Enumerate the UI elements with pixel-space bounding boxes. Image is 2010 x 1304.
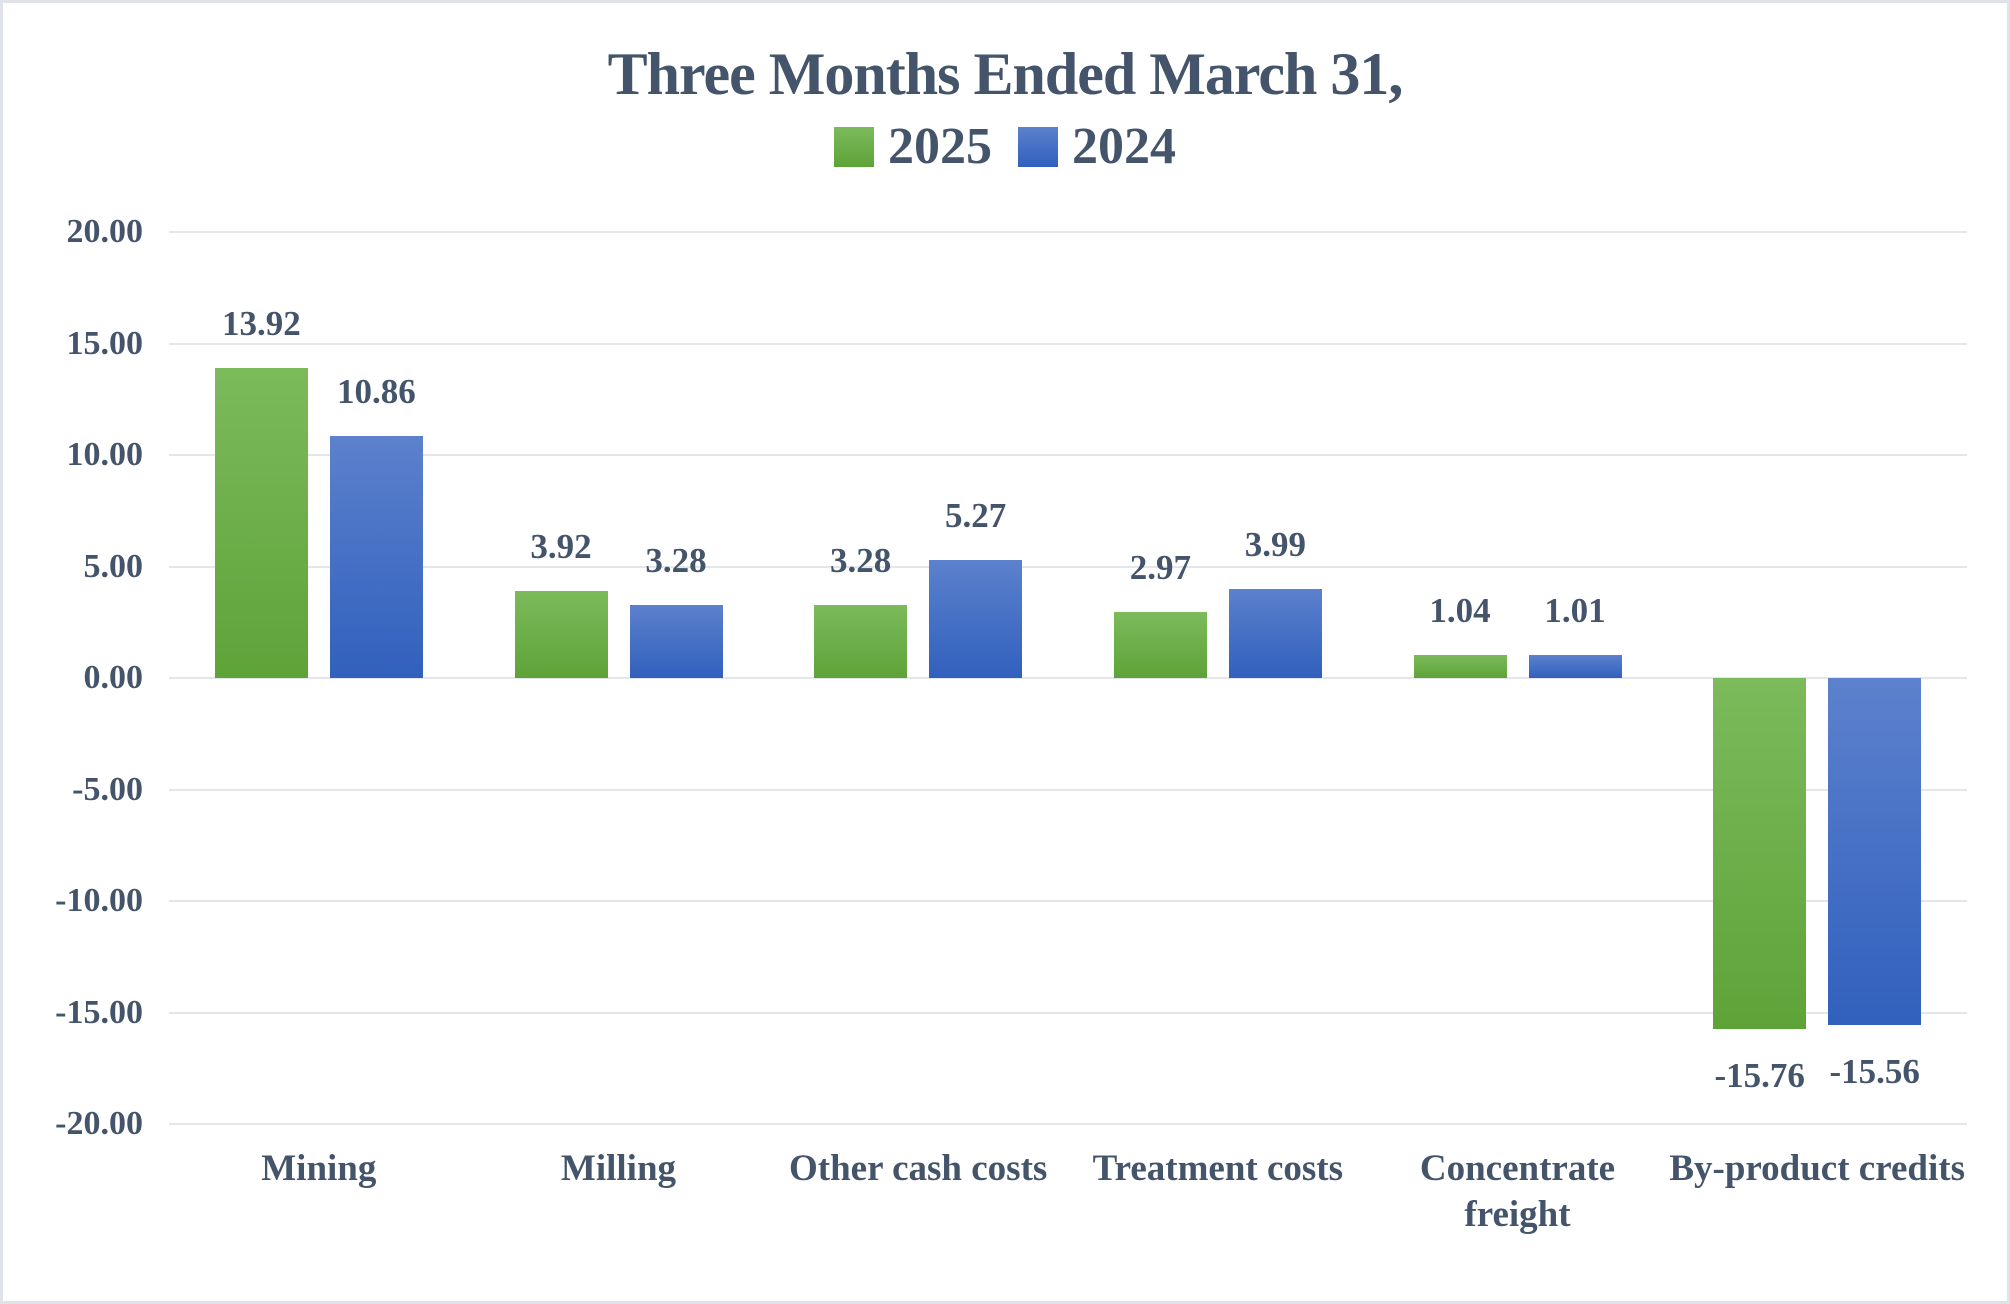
- bar-2024-5: [1828, 678, 1922, 1025]
- legend-label-2025: 2025: [888, 118, 992, 175]
- gridline-15.00: [169, 342, 1967, 345]
- y-axis-label-0.00: 0.00: [83, 659, 144, 696]
- legend-swatch-2025-icon: [834, 127, 874, 167]
- gridline--20.00: [169, 1123, 1967, 1125]
- gridline-0.00: [169, 677, 1967, 679]
- category-label-4: Concentrate freight: [1419, 1148, 1616, 1235]
- bar-2025-2: [814, 604, 908, 678]
- category-label-3: Treatment costs: [1092, 1148, 1344, 1189]
- y-axis-label-10.00: 10.00: [66, 436, 144, 473]
- y-axis-label--20.00: -20.00: [55, 1105, 143, 1142]
- gridline--15.00: [169, 1011, 1967, 1014]
- bar-value-label: 3.28: [830, 540, 892, 580]
- category-label-5: By-product credits: [1669, 1148, 1965, 1189]
- bar-2024-3: [1228, 589, 1322, 678]
- bar-value-label: 3.99: [1244, 525, 1306, 565]
- y-axis-label-20.00: 20.00: [66, 213, 144, 250]
- bar-2024-0: [329, 435, 423, 678]
- y-axis-label--10.00: -10.00: [55, 882, 143, 919]
- legend-item-2025: 2025: [834, 121, 992, 173]
- gridline--5.00: [169, 788, 1967, 791]
- y-axis-label--5.00: -5.00: [72, 770, 143, 808]
- gridline-5.00: [169, 565, 1967, 568]
- bar-value-label: 2.97: [1129, 547, 1191, 587]
- bar-value-label: 1.04: [1429, 590, 1491, 630]
- bar-2025-3: [1113, 611, 1207, 678]
- gridline-10.00: [169, 454, 1967, 456]
- category-label-2: Other cash costs: [789, 1148, 1048, 1189]
- bar-value-label: 1.01: [1544, 591, 1606, 631]
- bar-2024-1: [629, 604, 723, 678]
- bar-value-label: -15.56: [1829, 1051, 1920, 1091]
- bar-2025-0: [214, 367, 308, 678]
- legend-label-2024: 2024: [1072, 118, 1176, 175]
- bar-value-label: 3.28: [645, 540, 707, 580]
- category-label-1: Milling: [560, 1148, 677, 1189]
- bar-2025-1: [514, 590, 608, 678]
- legend: 2025 2024: [3, 121, 2007, 173]
- bar-value-label: 13.92: [221, 303, 301, 343]
- bar-2025-4: [1413, 654, 1507, 678]
- bar-value-label: -15.76: [1714, 1056, 1805, 1096]
- legend-item-2024: 2024: [1018, 121, 1176, 173]
- y-axis-label-5.00: 5.00: [83, 547, 144, 585]
- bar-2025-5: [1713, 678, 1807, 1030]
- category-label-0: Mining: [261, 1148, 377, 1189]
- y-axis-label-15.00: 15.00: [66, 324, 144, 362]
- bar-2024-4: [1528, 655, 1622, 678]
- bar-2024-2: [929, 560, 1023, 678]
- y-axis-label--15.00: -15.00: [55, 993, 143, 1031]
- gridline--10.00: [169, 900, 1967, 902]
- chart-title: Three Months Ended March 31,: [607, 41, 1404, 107]
- bar-value-label: 5.27: [945, 496, 1007, 536]
- legend-swatch-2024-icon: [1018, 127, 1058, 167]
- bar-value-label: 3.92: [530, 526, 592, 566]
- gridline-20.00: [169, 231, 1967, 233]
- bar-value-label: 10.86: [336, 371, 416, 411]
- plot-area: 20.00 15.00 10.00 5.00 0.00 -5.00 -10.00 -15.00…: [3, 3, 2007, 1301]
